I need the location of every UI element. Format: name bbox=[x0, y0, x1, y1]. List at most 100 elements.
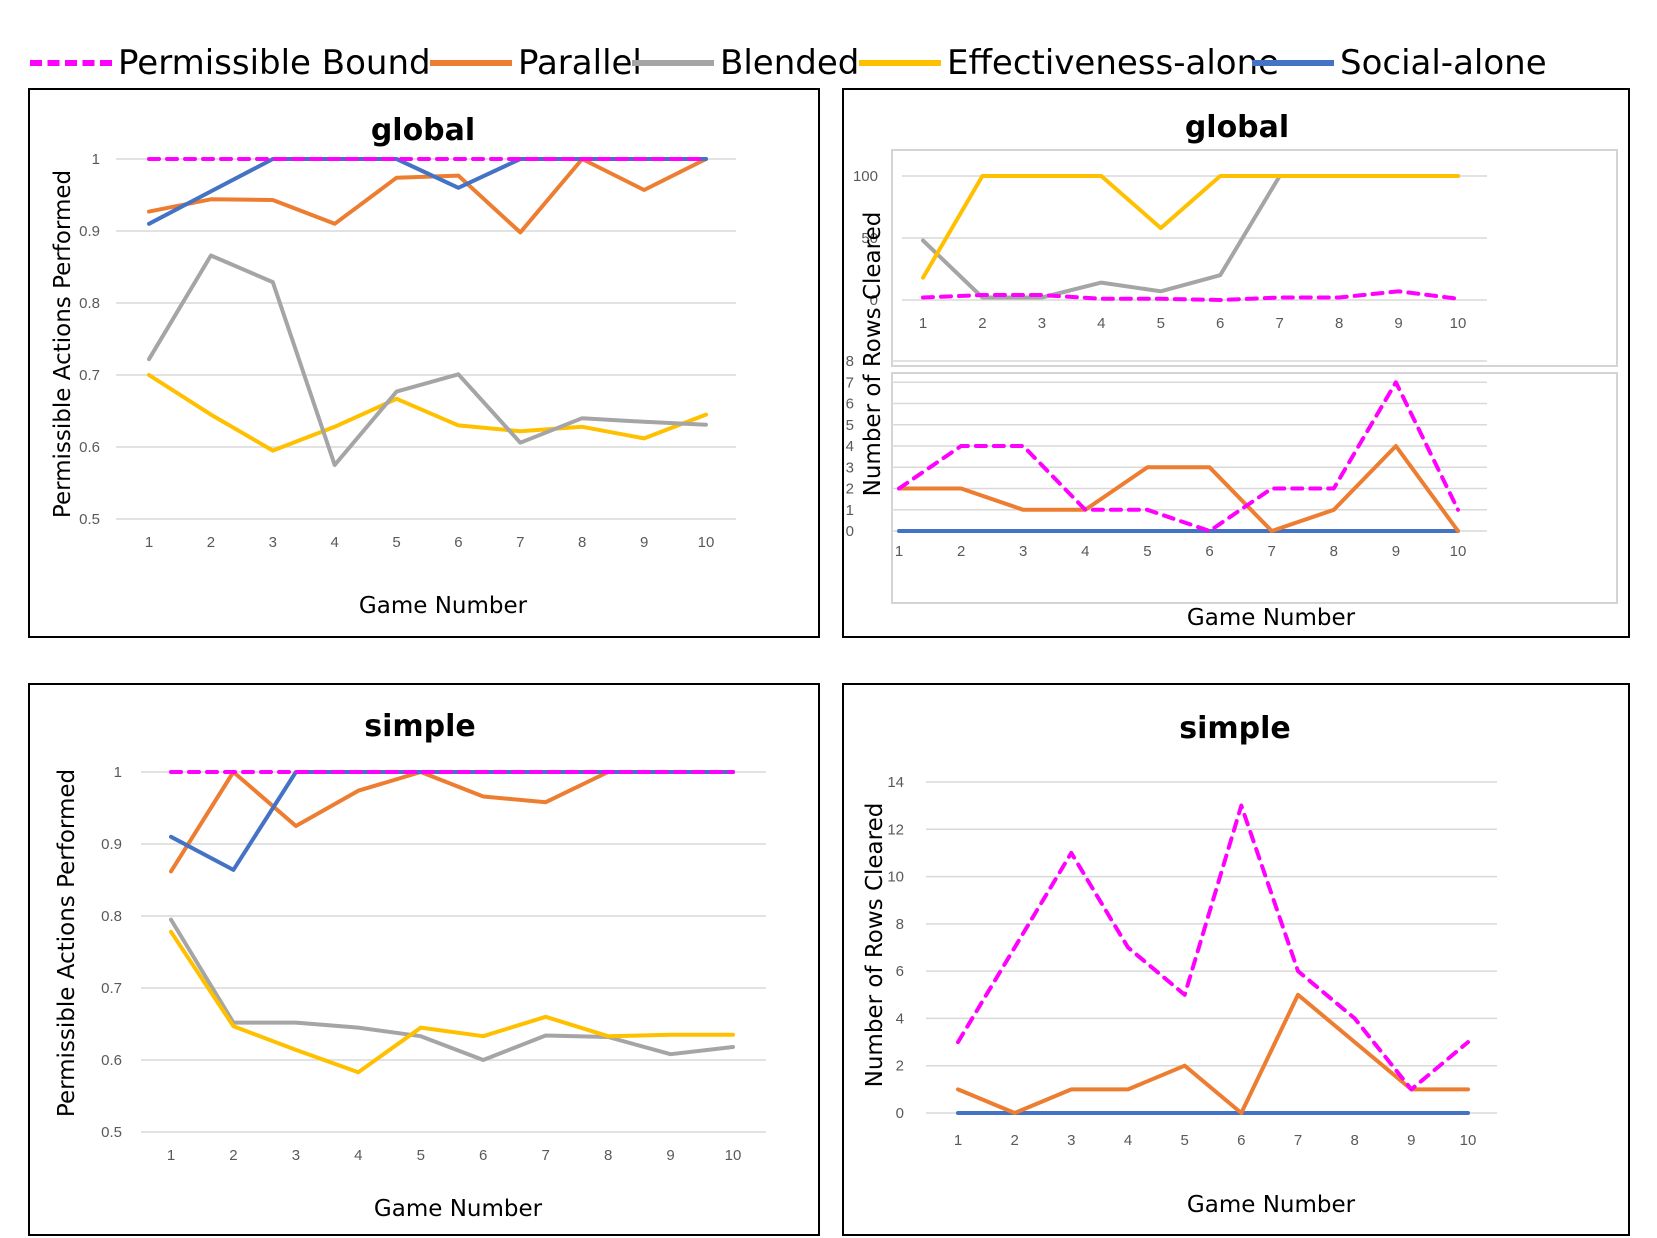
series-line-blended bbox=[921, 174, 1460, 300]
x-tick-label: 6 bbox=[1205, 543, 1213, 560]
x-tick-label: 8 bbox=[1335, 315, 1343, 332]
series-lines bbox=[956, 803, 1470, 1115]
chart-frame bbox=[28, 88, 820, 638]
chart-simple-permissible-actions: simple 0.5 0.6 0.7 0.8 0.9 1 1 2 3 4 5 6 7 8 9 10 Game… bbox=[28, 683, 820, 1236]
legend-swatch bbox=[859, 60, 941, 66]
x-tick-label: 2 bbox=[207, 534, 215, 551]
y-tick-label: 0.6 bbox=[101, 1052, 122, 1069]
x-tick-label: 1 bbox=[954, 1132, 962, 1149]
x-tick-label: 3 bbox=[1038, 315, 1046, 332]
y-tick-labels: 0.5 0.6 0.7 0.8 0.9 1 bbox=[79, 151, 100, 528]
chart-frame bbox=[28, 683, 820, 1236]
chart-frame bbox=[842, 683, 1630, 1236]
x-tick-labels: 1 2 3 4 5 6 7 8 9 10 bbox=[954, 1132, 1477, 1149]
series-line-blended bbox=[147, 253, 708, 467]
y-tick-label: 1 bbox=[92, 151, 100, 168]
x-tick-labels: 1 2 3 4 5 6 7 8 9 10 bbox=[167, 1147, 742, 1164]
legend-label: Permissible Bound bbox=[118, 43, 431, 83]
x-tick-label: 5 bbox=[1157, 315, 1165, 332]
upper-panel-frame bbox=[891, 149, 1618, 367]
gridlines bbox=[141, 771, 766, 1133]
x-tick-label: 5 bbox=[1143, 543, 1151, 560]
y-tick-label: 0.5 bbox=[79, 511, 100, 528]
y-tick-label: 7 bbox=[846, 374, 854, 391]
chart-title: global bbox=[1185, 110, 1289, 145]
series-line-effectiveness-alone bbox=[921, 174, 1460, 280]
x-tick-label: 10 bbox=[698, 534, 715, 551]
legend-item: Social-alone bbox=[1252, 38, 1547, 88]
legend-label: Parallel bbox=[518, 43, 642, 83]
series-line-permissible-bound bbox=[921, 289, 1460, 302]
x-axis-title: Game Number bbox=[1187, 605, 1356, 631]
series-line-parallel bbox=[897, 444, 1460, 533]
y-tick-labels: 0 50 100 0 1 2 3 4 5 6 7 8 bbox=[846, 168, 878, 540]
series-line-parallel bbox=[169, 770, 735, 874]
x-tick-label: 6 bbox=[479, 1147, 487, 1164]
x-tick-label: 3 bbox=[1019, 543, 1027, 560]
gridlines bbox=[892, 175, 1487, 532]
x-tick-label: 6 bbox=[1216, 315, 1224, 332]
y-tick-label: 10 bbox=[887, 869, 904, 886]
x-tick-label: 4 bbox=[330, 534, 338, 551]
y-tick-label: 0.9 bbox=[101, 836, 122, 853]
legend-item: Permissible Bound bbox=[30, 38, 431, 88]
x-tick-label: 3 bbox=[1067, 1132, 1075, 1149]
y-tick-label: 0.9 bbox=[79, 223, 100, 240]
y-tick-label: 0.8 bbox=[101, 908, 122, 925]
x-tick-label: 4 bbox=[1081, 543, 1089, 560]
chart-legend: Permissible Bound Parallel Blended Effectiv… bbox=[30, 38, 1630, 88]
x-tick-label: 6 bbox=[454, 534, 462, 551]
y-tick-label: 0 bbox=[870, 292, 878, 309]
series-line-blended bbox=[169, 917, 735, 1062]
chart-title: global bbox=[371, 113, 475, 148]
legend-swatch bbox=[430, 60, 512, 66]
x-tick-label: 1 bbox=[145, 534, 153, 551]
legend-swatch bbox=[30, 60, 112, 66]
y-tick-label: 0 bbox=[896, 1105, 904, 1122]
x-tick-label: 6 bbox=[1237, 1132, 1245, 1149]
x-tick-label: 3 bbox=[269, 534, 277, 551]
y-tick-labels: 0 2 4 6 8 10 12 14 bbox=[887, 774, 904, 1122]
y-tick-label: 8 bbox=[846, 353, 854, 370]
x-tick-label: 4 bbox=[354, 1147, 362, 1164]
series-lines bbox=[169, 770, 735, 1075]
y-tick-label: 2 bbox=[896, 1058, 904, 1075]
legend-label: Effectiveness-alone bbox=[947, 43, 1280, 83]
x-axis-title: Game Number bbox=[359, 593, 528, 619]
x-tick-label: 8 bbox=[604, 1147, 612, 1164]
y-tick-label: 0.5 bbox=[101, 1124, 122, 1141]
x-tick-label: 4 bbox=[1097, 315, 1105, 332]
series-line-parallel bbox=[956, 992, 1470, 1115]
y-tick-label: 100 bbox=[853, 168, 878, 185]
x-tick-label: 9 bbox=[1407, 1132, 1415, 1149]
legend-item: Parallel bbox=[430, 38, 642, 88]
x-tick-label: 5 bbox=[417, 1147, 425, 1164]
y-tick-label: 6 bbox=[846, 396, 854, 413]
legend-item: Effectiveness-alone bbox=[859, 38, 1279, 88]
x-tick-label: 3 bbox=[292, 1147, 300, 1164]
x-tick-label: 8 bbox=[1330, 543, 1338, 560]
x-tick-label: 10 bbox=[1450, 315, 1467, 332]
y-tick-label: 3 bbox=[846, 459, 854, 476]
x-tick-labels: 1 2 3 4 5 6 7 8 9 10 bbox=[145, 534, 715, 551]
y-tick-label: 12 bbox=[887, 821, 904, 838]
series-line-social-alone bbox=[169, 770, 735, 872]
x-tick-label: 4 bbox=[1124, 1132, 1132, 1149]
x-tick-label: 10 bbox=[1460, 1132, 1477, 1149]
series-line-permissible-bound bbox=[956, 803, 1470, 1092]
x-tick-label: 8 bbox=[1350, 1132, 1358, 1149]
y-axis-title: Permissible Actions Performed bbox=[54, 769, 80, 1117]
chart-global-permissible-actions: global 0.5 0.6 0.7 0.8 0.9 1 1 2 3 4 5 6 7 8 9 10 Game… bbox=[28, 88, 820, 638]
series-line-permissible-bound bbox=[897, 380, 1460, 533]
x-tick-label: 2 bbox=[978, 315, 986, 332]
y-tick-label: 0.6 bbox=[79, 439, 100, 456]
legend-swatch bbox=[632, 60, 714, 66]
y-tick-labels: 0.5 0.6 0.7 0.8 0.9 1 bbox=[101, 764, 122, 1141]
x-tick-label: 1 bbox=[895, 543, 903, 560]
gridlines bbox=[926, 781, 1497, 1114]
y-tick-label: 0.7 bbox=[101, 980, 122, 997]
y-tick-label: 0 bbox=[846, 523, 854, 540]
series-line-effectiveness-alone bbox=[147, 373, 708, 453]
x-tick-label: 10 bbox=[1450, 543, 1467, 560]
